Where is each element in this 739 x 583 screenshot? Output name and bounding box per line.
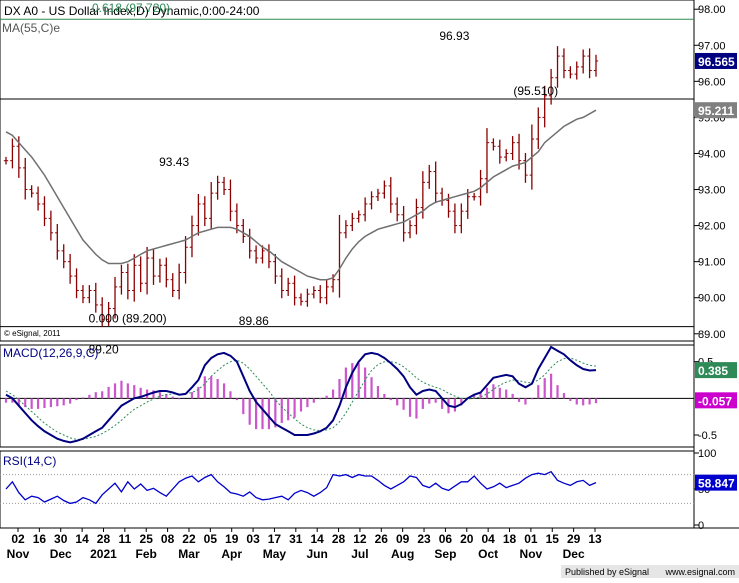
- x-month-label: Jul: [351, 547, 368, 561]
- price-y-tick-label: 92.00: [698, 221, 726, 233]
- ma-value-label: 95.211: [698, 104, 734, 118]
- x-tick-label: 28: [332, 532, 346, 546]
- x-tick-label: 09: [396, 532, 410, 546]
- last-price-box: [695, 52, 737, 69]
- ma-value-box: [695, 102, 737, 119]
- price-annotation: 0.000 (89.200): [89, 312, 167, 326]
- x-tick-label: 22: [182, 532, 196, 546]
- macd-value-box: [695, 362, 737, 379]
- rsi-layer: 10050058.847: [0, 448, 737, 532]
- rsi-title: RSI(14,C): [3, 454, 56, 468]
- x-tick-label: 05: [204, 532, 218, 546]
- price-y-tick-label: 98.00: [698, 4, 726, 16]
- footer-publisher: Published by eSignal: [565, 567, 649, 577]
- x-tick-label: 06: [439, 532, 453, 546]
- x-month-label: Aug: [391, 547, 414, 561]
- x-month-label: Oct: [478, 547, 498, 561]
- x-month-label: Nov: [7, 547, 30, 561]
- x-month-label: Mar: [178, 547, 200, 561]
- footer-box: [561, 565, 739, 578]
- macd-value-label: 0.385: [698, 364, 728, 378]
- x-tick-label: 04: [481, 532, 495, 546]
- price-y-tick-label: 97.00: [698, 40, 726, 52]
- x-tick-label: 17: [268, 532, 282, 546]
- macd-hist-value-label: -0.057: [698, 394, 732, 408]
- x-tick-label: 12: [353, 532, 367, 546]
- rsi-value-box: [695, 474, 737, 491]
- rsi-y-tick-label: 0: [698, 520, 704, 532]
- price-y-tick-label: 90.00: [698, 293, 726, 305]
- rsi-value-label: 58.847: [698, 477, 735, 491]
- price-y-tick-label: 96.00: [698, 76, 726, 88]
- price-annotation: (95.510): [513, 84, 558, 98]
- rsi-y-tick-label: 100: [698, 448, 716, 460]
- price-y-tick-label: 89.00: [698, 329, 726, 341]
- x-tick-label: 23: [417, 532, 431, 546]
- x-tick-label: 28: [97, 532, 111, 546]
- x-tick-label: 15: [546, 532, 560, 546]
- fib-level-label: 0.618 (97.720): [92, 1, 170, 15]
- macd-layer: 0.5-0.50.385-0.057: [0, 345, 737, 444]
- copyright-label: © eSignal, 2011: [4, 329, 61, 338]
- x-month-label: Sep: [434, 547, 456, 561]
- x-tick-label: 13: [588, 532, 602, 546]
- macd-hist-value-box: [695, 392, 737, 409]
- x-tick-label: 16: [33, 532, 47, 546]
- x-month-label: Dec: [50, 547, 72, 561]
- x-tick-label: 11: [119, 532, 132, 546]
- x-month-label: Dec: [563, 547, 585, 561]
- price-y-tick-label: 94.00: [698, 148, 726, 160]
- x-tick-label: 02: [11, 532, 25, 546]
- x-tick-label: 29: [567, 532, 581, 546]
- x-tick-label: 03: [246, 532, 260, 546]
- price-annotation: 93.43: [159, 155, 189, 169]
- last-price-label: 96.565: [698, 55, 735, 69]
- price-y-tick-label: 93.00: [698, 185, 726, 197]
- rsi-line: [5, 470, 597, 505]
- macd-title: MACD(12,26,9,C): [3, 346, 98, 360]
- price-title: DX A0 - US Dollar Index,D) Dynamic,0:00-…: [4, 4, 260, 18]
- price-annotation: 96.93: [439, 29, 469, 43]
- macd-line: [5, 345, 597, 444]
- x-month-label: May: [263, 547, 287, 561]
- x-tick-label: 30: [54, 532, 68, 546]
- footer-url[interactable]: www.esignal.com: [664, 567, 735, 577]
- x-month-label: 2021: [90, 547, 117, 561]
- x-tick-label: 18: [503, 532, 517, 546]
- x-month-label: Feb: [136, 547, 157, 561]
- x-tick-label: 25: [140, 532, 154, 546]
- price-y-tick-label: 91.00: [698, 257, 726, 269]
- x-month-label: Nov: [520, 547, 543, 561]
- x-month-label: Apr: [221, 547, 242, 561]
- x-tick-label: 01: [524, 532, 538, 546]
- macd-y-tick-label: -0.5: [698, 430, 717, 442]
- x-tick-label: 08: [161, 532, 175, 546]
- x-month-label: Jun: [307, 547, 328, 561]
- ma-label: MA(55,C)e: [2, 21, 60, 35]
- x-tick-label: 26: [375, 532, 389, 546]
- price-annotation: 89.86: [239, 314, 269, 328]
- x-tick-label: 20: [460, 532, 474, 546]
- price-annotation: 89.20: [89, 343, 119, 357]
- x-tick-label: 14: [75, 532, 89, 546]
- price-layer: 96.93 93.43 89.86 0.000 (89.200) 89.20 (95.51…: [0, 4, 737, 357]
- axis-layer: 02 16 30 14 28 11 25 08 22 05 19 03 17 31 14 28 12 26 09 23…: [7, 528, 602, 561]
- x-tick-label: 31: [289, 532, 303, 546]
- x-tick-label: 19: [225, 532, 239, 546]
- moving-average-line: [5, 109, 597, 281]
- x-tick-label: 14: [311, 532, 325, 546]
